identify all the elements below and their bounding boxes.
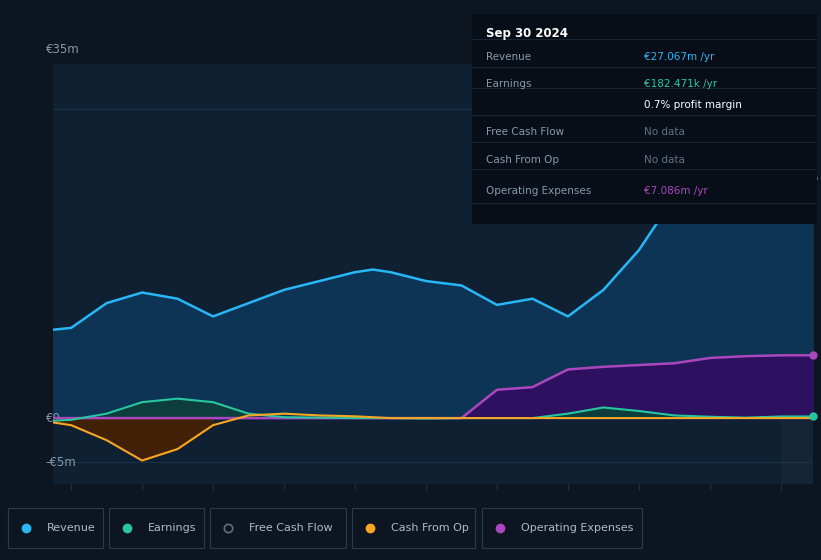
Text: Sep 30 2024: Sep 30 2024: [486, 27, 568, 40]
Text: Revenue: Revenue: [47, 523, 95, 533]
Text: Operating Expenses: Operating Expenses: [521, 523, 633, 533]
Text: Operating Expenses: Operating Expenses: [486, 186, 591, 196]
Text: €7.086m /yr: €7.086m /yr: [644, 186, 709, 196]
Text: €0: €0: [46, 412, 61, 424]
Text: Earnings: Earnings: [486, 79, 531, 89]
FancyBboxPatch shape: [8, 508, 103, 548]
Text: No data: No data: [644, 155, 686, 165]
Bar: [781, 64, 813, 484]
Text: €27.067m /yr: €27.067m /yr: [644, 52, 715, 62]
Text: Cash From Op: Cash From Op: [486, 155, 559, 165]
FancyBboxPatch shape: [352, 508, 475, 548]
Text: Earnings: Earnings: [148, 523, 196, 533]
Text: -€5m: -€5m: [46, 456, 76, 469]
Text: Free Cash Flow: Free Cash Flow: [486, 128, 564, 137]
Text: 0.7% profit margin: 0.7% profit margin: [644, 100, 742, 110]
FancyBboxPatch shape: [210, 508, 346, 548]
Text: Revenue: Revenue: [486, 52, 531, 62]
Text: €182.471k /yr: €182.471k /yr: [644, 79, 718, 89]
Text: No data: No data: [644, 128, 686, 137]
FancyBboxPatch shape: [109, 508, 204, 548]
FancyBboxPatch shape: [482, 508, 642, 548]
Text: Cash From Op: Cash From Op: [391, 523, 469, 533]
Text: €35m: €35m: [46, 43, 80, 56]
Text: Free Cash Flow: Free Cash Flow: [249, 523, 333, 533]
